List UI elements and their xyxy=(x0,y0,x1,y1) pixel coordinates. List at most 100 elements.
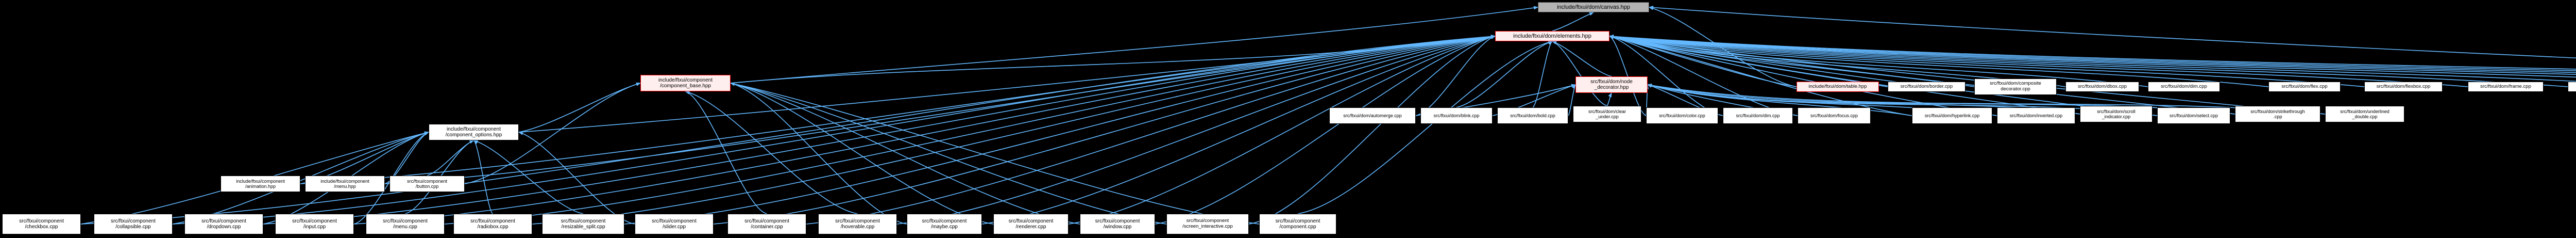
graph-node[interactable]: src/ftxui/dom/focus.cpp xyxy=(1798,107,1871,124)
graph-edge xyxy=(518,35,1496,133)
graph-edge xyxy=(1568,84,1576,116)
graph-edge xyxy=(1609,35,2576,71)
graph-edge xyxy=(1532,41,1553,108)
graph-edge xyxy=(518,131,635,225)
graph-edge xyxy=(806,35,1496,225)
graph-edge xyxy=(730,6,1538,84)
graph-edge xyxy=(1649,6,1797,87)
graph-edge xyxy=(300,35,1496,184)
graph-node[interactable]: src/ftxui/component /dropdown.cpp xyxy=(184,214,263,234)
graph-node[interactable]: src/ftxui/dom/border.cpp xyxy=(1888,82,1965,92)
graph-node[interactable]: src/ftxui/component /container.cpp xyxy=(727,214,806,234)
graph-node[interactable]: src/ftxui/dom/blink.cpp xyxy=(1420,107,1493,124)
graph-node[interactable]: src/ftxui/dom/bold.cpp xyxy=(1497,107,1568,124)
graph-edge xyxy=(1609,35,2576,75)
graph-node[interactable]: include/ftxui/component /menu.hpp xyxy=(305,176,385,192)
graph-node[interactable]: src/ftxui/component /menu.cpp xyxy=(366,214,445,234)
graph-edge xyxy=(1552,12,1594,31)
graph-node[interactable]: src/ftxui/component /slider.cpp xyxy=(635,214,714,234)
graph-edge xyxy=(1609,36,1647,116)
graph-edge xyxy=(730,82,1080,225)
graph-edge xyxy=(1068,35,1496,225)
graph-node[interactable]: src/ftxui/dom/color.cpp xyxy=(1646,107,1718,124)
graph-edge xyxy=(981,35,1496,225)
graph-edge xyxy=(1609,35,2576,82)
graph-edge xyxy=(713,35,1496,225)
graph-node[interactable]: src/ftxui/dom/clear _under.cpp xyxy=(1573,106,1641,122)
graph-edge xyxy=(1297,40,1553,214)
graph-node[interactable]: src/ftxui/component /resizable_split.cpp xyxy=(542,214,624,234)
graph-edge xyxy=(1609,35,2326,115)
graph-edge xyxy=(1649,6,2576,59)
graph-edge xyxy=(464,82,641,184)
graph-edge xyxy=(1606,92,1612,106)
graph-node[interactable]: include/ftxui/dom/canvas.hpp xyxy=(1538,2,1649,12)
graph-node[interactable]: src/ftxui/component /screen_interactive.… xyxy=(1166,214,1249,234)
graph-edge xyxy=(1155,35,1496,225)
graph-edge xyxy=(1609,35,2568,87)
graph-edge xyxy=(1609,35,2576,73)
graph-edge xyxy=(1609,35,2365,87)
graph-edge xyxy=(1609,35,1912,116)
graph-edge xyxy=(730,35,1496,84)
graph-edge xyxy=(1609,35,2080,115)
graph-node[interactable]: include/ftxui/component /component_base.… xyxy=(640,75,731,91)
graph-edge xyxy=(1552,41,1612,77)
graph-node[interactable]: include/ftxui/dom/elements.hpp xyxy=(1495,31,1609,41)
graph-node[interactable]: src/ftxui/dom/underlined _double.cpp xyxy=(2325,106,2404,122)
graph-node[interactable]: src/ftxui/component /collapsible.cpp xyxy=(94,214,173,234)
graph-node[interactable]: src/ftxui/component /radiobox.cpp xyxy=(453,214,532,234)
graph-edge xyxy=(473,140,494,214)
graph-node[interactable]: src/ftxui/dom/inverted.cpp xyxy=(1997,107,2075,124)
graph-node[interactable]: src/ftxui/dom/gauge.cpp xyxy=(2568,82,2576,92)
graph-edge xyxy=(353,35,1496,225)
graph-edge xyxy=(1456,41,1553,108)
graph-edge xyxy=(896,35,1496,225)
graph-edge xyxy=(1609,35,2269,87)
graph-edge xyxy=(1609,35,2468,87)
graph-edge xyxy=(427,140,474,176)
graph-edge xyxy=(444,35,1496,225)
graph-edge xyxy=(384,132,429,184)
graph-node[interactable]: src/ftxui/component /component.cpp xyxy=(1259,214,1336,234)
graph-node[interactable]: src/ftxui/component /hoverable.cpp xyxy=(818,214,897,234)
graph-edge xyxy=(685,91,767,214)
graph-node[interactable]: src/ftxui/dom/select.cpp xyxy=(2157,107,2230,124)
graph-edge xyxy=(730,82,1167,225)
graph-node[interactable]: src/ftxui/dom/composite decorator.cpp xyxy=(1974,78,2057,95)
graph-node[interactable]: src/ftxui/dom/dbox.cpp xyxy=(2065,82,2139,92)
graph-node[interactable]: src/ftxui/dom/dim.cpp xyxy=(1723,107,1793,124)
graph-node[interactable]: src/ftxui/dom/node _decorator.hpp xyxy=(1575,76,1648,93)
graph-edge xyxy=(1552,41,1607,106)
graph-edge xyxy=(1609,35,2576,70)
graph-edge xyxy=(1609,35,2576,78)
graph-node[interactable]: src/ftxui/dom/dim.cpp xyxy=(2148,82,2220,92)
graph-edge xyxy=(80,35,1496,225)
graph-node[interactable]: src/ftxui/dom/automerge.cpp xyxy=(1329,107,1416,124)
graph-node[interactable]: include/ftxui/component /animation.hpp xyxy=(221,176,300,192)
graph-node[interactable]: src/ftxui/dom/flexbox.cpp xyxy=(2364,82,2443,92)
graph-node[interactable]: src/ftxui/component /renderer.cpp xyxy=(993,214,1069,234)
graph-node[interactable]: src/ftxui/component /window.cpp xyxy=(1080,214,1155,234)
graph-node[interactable]: include/ftxui/component /component_optio… xyxy=(429,124,519,140)
graph-node[interactable]: src/ftxui/dom/flex.cpp xyxy=(2268,82,2341,92)
graph-node[interactable]: src/ftxui/dom/frame.cpp xyxy=(2468,82,2544,92)
graph-edge xyxy=(730,82,1260,225)
graph-node[interactable]: src/ftxui/component /input.cpp xyxy=(275,214,354,234)
graph-edge xyxy=(1647,83,2326,115)
graph-node[interactable]: src/ftxui/dom/hyperlink.cpp xyxy=(1912,107,1992,124)
graph-edge xyxy=(532,35,1496,225)
graph-edge xyxy=(384,35,1496,184)
graph-edge xyxy=(473,139,584,214)
graph-node[interactable]: src/ftxui/component /button.cpp xyxy=(389,176,465,192)
graph-node[interactable]: src/ftxui/dom/strikethrough .cpp xyxy=(2235,106,2320,122)
graph-node[interactable]: src/ftxui/dom/scroll _indicator.cpp xyxy=(2080,106,2153,122)
graph-node[interactable]: src/ftxui/component /checkbox.cpp xyxy=(2,214,81,234)
graph-edge xyxy=(685,90,858,214)
graph-node[interactable]: include/ftxui/dom/table.hpp xyxy=(1797,82,1879,92)
graph-edge xyxy=(624,35,1496,225)
graph-edge xyxy=(1609,35,2235,115)
graph-node[interactable]: src/ftxui/component /maybe.cpp xyxy=(907,214,982,234)
